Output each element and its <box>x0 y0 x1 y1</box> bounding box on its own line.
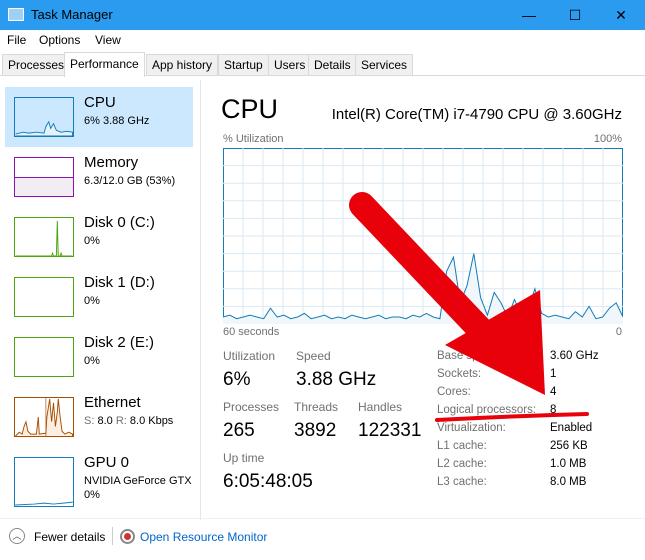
graph-x-label: 60 seconds <box>223 326 280 338</box>
title-bar: Task Manager — ☐ ✕ <box>0 0 645 30</box>
sidebar-item-cpu[interactable]: CPU 6% 3.88 GHz <box>5 87 193 147</box>
sidebar-label: Disk 2 (E:) <box>84 334 155 351</box>
arrow-shaft <box>349 192 508 358</box>
sidebar-label: Ethernet <box>84 394 141 411</box>
tab-performance[interactable]: Performance <box>64 52 145 77</box>
processes-label: Processes <box>223 400 280 414</box>
arrow-head <box>445 290 545 395</box>
chevron-up-icon[interactable]: ︿ <box>9 528 25 544</box>
detail-label: L2 cache: <box>437 458 487 470</box>
tab-users[interactable]: Users <box>268 54 312 76</box>
handles-label: Handles <box>358 400 403 414</box>
ethernet-thumbnail-graph <box>14 397 74 437</box>
utilization-label: Utilization <box>223 349 276 363</box>
tab-app-history[interactable]: App history <box>146 54 219 76</box>
sidebar-sub-2: 0% <box>84 489 100 501</box>
disk2-thumbnail-graph <box>14 337 74 377</box>
resource-monitor-icon <box>120 529 135 544</box>
receive-label: R: <box>115 415 127 427</box>
sidebar-item-ethernet[interactable]: Ethernet S: 8.0 R: 8.0 Kbps <box>5 387 193 447</box>
tab-startup[interactable]: Startup <box>218 54 269 76</box>
fewer-details-button[interactable]: Fewer details <box>34 530 106 544</box>
uptime-value: 6:05:48:05 <box>223 471 313 492</box>
footer-divider <box>0 518 645 519</box>
sidebar-sub: 0% <box>84 355 100 367</box>
detail-value: Enabled <box>550 422 593 434</box>
threads-value: 3892 <box>294 420 337 441</box>
menu-bar: File Options View <box>0 30 645 50</box>
sidebar-item-disk2[interactable]: Disk 2 (E:) 0% <box>5 327 193 387</box>
detail-label: Sockets: <box>437 368 482 380</box>
sidebar-item-memory[interactable]: Memory 6.3/12.0 GB (53%) <box>5 147 193 207</box>
sidebar-sub: S: 8.0 R: 8.0 Kbps <box>84 415 173 427</box>
sidebar-sub: 6% 3.88 GHz <box>84 115 150 127</box>
tab-services[interactable]: Services <box>355 54 414 76</box>
sidebar-sub: 6.3/12.0 GB (53%) <box>84 175 176 187</box>
page-title: CPU <box>221 94 279 124</box>
detail-label: Cores: <box>437 386 471 398</box>
detail-label: L3 cache: <box>437 476 487 488</box>
receive-value: 8.0 Kbps <box>129 415 174 427</box>
threads-label: Threads <box>294 400 339 414</box>
detail-value: 256 KB <box>550 440 588 452</box>
cpu-model: Intel(R) Core(TM) i7-4790 CPU @ 3.60GHz <box>331 106 622 123</box>
task-manager-icon <box>8 8 24 21</box>
sidebar-label: Disk 0 (C:) <box>84 214 155 231</box>
tab-processes[interactable]: Processes <box>2 54 71 76</box>
detail-label: Logical processors: <box>437 404 537 416</box>
window-title: Task Manager <box>31 7 113 22</box>
menu-options[interactable]: Options <box>39 33 81 47</box>
detail-value: 4 <box>550 386 557 398</box>
sidebar-label: CPU <box>84 94 116 111</box>
sidebar-label: GPU 0 <box>84 454 130 471</box>
speed-label: Speed <box>296 349 331 363</box>
underline-annotation <box>435 412 589 422</box>
gpu-thumbnail-graph <box>14 457 74 507</box>
menu-file[interactable]: File <box>7 33 27 47</box>
cpu-thumbnail-graph <box>14 97 74 137</box>
sidebar-item-gpu0[interactable]: GPU 0 NVIDIA GeForce GTX 0% <box>5 447 193 517</box>
disk0-thumbnail-graph <box>14 217 74 257</box>
maximize-button[interactable]: ☐ <box>568 7 582 23</box>
cpu-utilization-graph <box>223 148 623 324</box>
sidebar-sub: NVIDIA GeForce GTX <box>84 475 192 487</box>
graph-y-label: % Utilization <box>223 133 284 145</box>
utilization-area <box>223 253 623 324</box>
detail-value: 1.0 MB <box>550 458 587 470</box>
sidebar-label: Memory <box>84 154 139 171</box>
graph-x-min: 0 <box>615 326 622 338</box>
graph-y-max: 100% <box>593 133 622 145</box>
minimize-button[interactable]: — <box>522 7 536 23</box>
detail-value: 3.60 GHz <box>550 350 599 362</box>
close-button[interactable]: ✕ <box>615 7 627 23</box>
memory-thumbnail-graph <box>14 157 74 197</box>
processes-value: 265 <box>223 420 255 441</box>
speed-value: 3.88 GHz <box>296 369 377 390</box>
uptime-label: Up time <box>223 451 265 465</box>
detail-label: Virtualization: <box>437 422 506 434</box>
disk1-thumbnail-graph <box>14 277 74 317</box>
detail-value: 8 <box>550 404 557 416</box>
utilization-value: 6% <box>223 369 251 390</box>
detail-value: 8.0 MB <box>550 476 587 488</box>
sidebar-item-disk1[interactable]: Disk 1 (D:) 0% <box>5 267 193 327</box>
utilization-line <box>223 253 623 320</box>
open-resource-monitor-link[interactable]: Open Resource Monitor <box>140 530 268 544</box>
sidebar-sub: 0% <box>84 235 100 247</box>
handles-value: 122331 <box>358 420 422 441</box>
sidebar-sub: 0% <box>84 295 100 307</box>
tab-details[interactable]: Details <box>308 54 357 76</box>
send-value: 8.0 <box>97 415 113 427</box>
footer-separator <box>112 527 113 545</box>
tab-bar: Processes Performance App history Startu… <box>0 52 645 77</box>
menu-view[interactable]: View <box>95 33 121 47</box>
sidebar-item-disk0[interactable]: Disk 0 (C:) 0% <box>5 207 193 267</box>
sidebar-scrollbar[interactable] <box>200 80 201 520</box>
detail-label: L1 cache: <box>437 440 487 452</box>
detail-value: 1 <box>550 368 557 380</box>
sidebar-label: Disk 1 (D:) <box>84 274 155 291</box>
send-label: S: <box>84 415 95 427</box>
